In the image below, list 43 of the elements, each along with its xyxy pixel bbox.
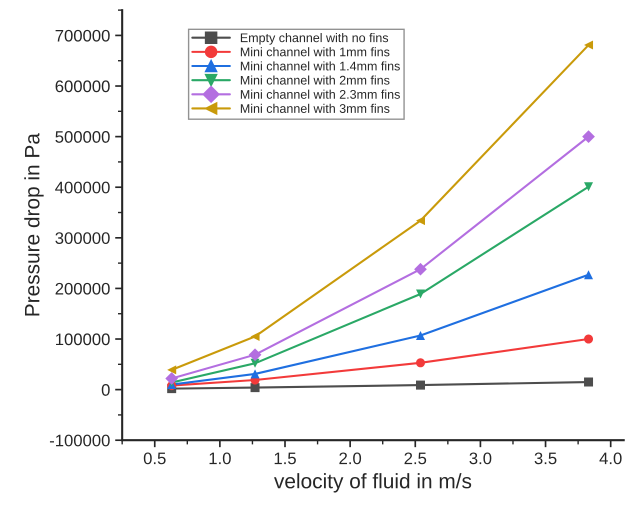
legend-label: Empty channel with no fins — [240, 33, 388, 45]
point — [250, 369, 260, 378]
x-tick-label: 0.5 — [144, 452, 166, 464]
y-tick-label: 100000 — [56, 333, 110, 346]
x-tick-label: 2.5 — [404, 452, 426, 464]
x-tick-label: 3.5 — [534, 452, 556, 464]
point — [250, 332, 260, 341]
x-tick-label: 3.0 — [469, 452, 492, 464]
point — [584, 334, 594, 344]
point — [250, 383, 260, 392]
y-tick-label: 200000 — [56, 282, 110, 295]
point — [584, 40, 594, 50]
legend-label: Mini channel with 2.3mm fins — [240, 90, 400, 99]
point — [582, 130, 595, 143]
y-tick-label: 300000 — [55, 232, 110, 244]
y-tick-label: -100000 — [50, 434, 110, 446]
x-tick-label: 1.5 — [274, 452, 296, 464]
point — [584, 270, 594, 280]
point — [416, 330, 425, 340]
legend-label: Mini channel with 3mm fins — [240, 104, 390, 113]
x-tick-label: 1.0 — [210, 452, 231, 464]
point — [167, 365, 176, 374]
x-axis-title: velocity of fluid in m/s — [274, 473, 472, 493]
point — [248, 348, 262, 362]
point — [414, 262, 427, 276]
point — [416, 380, 425, 390]
point — [584, 378, 594, 387]
y-tick-label: 500000 — [55, 131, 110, 143]
point — [416, 289, 425, 298]
y-axis-title: Pressure drop in Pa — [24, 133, 44, 316]
x-tick-label: 2.0 — [339, 452, 362, 464]
y-tick-label: 400000 — [55, 182, 110, 194]
y-tick-label: 0 — [102, 384, 110, 396]
point — [416, 358, 425, 368]
legend-label: Mini channel with 1mm fins — [240, 47, 390, 56]
y-tick-label: 700000 — [56, 30, 110, 42]
point — [416, 216, 425, 226]
y-tick-label: 600000 — [56, 80, 110, 92]
legend-label: Mini channel with 1.4mm fins — [240, 61, 400, 71]
x-tick-label: 4.0 — [599, 452, 622, 464]
point — [165, 372, 178, 385]
point — [584, 182, 594, 192]
legend-label: Mini channel with 2mm fins — [240, 75, 390, 85]
